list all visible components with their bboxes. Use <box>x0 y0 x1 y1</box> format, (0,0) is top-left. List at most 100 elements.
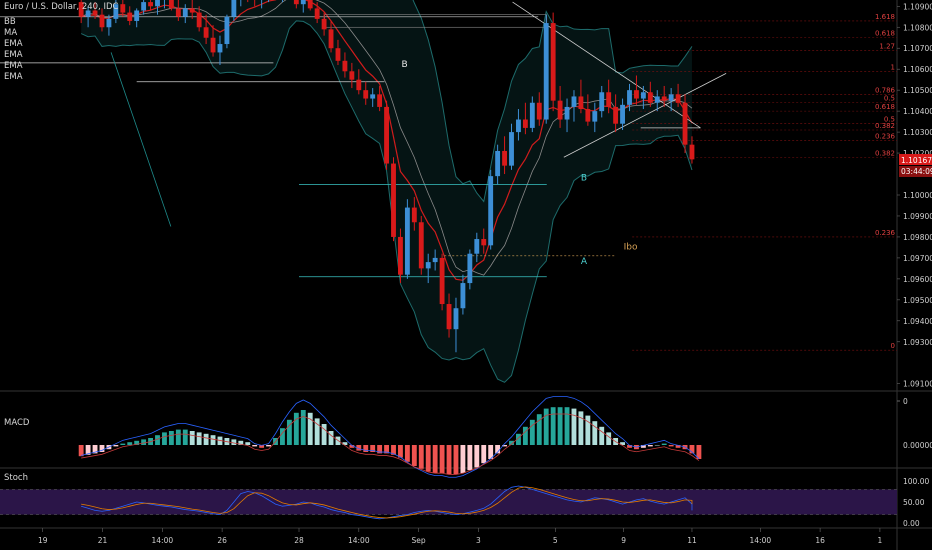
chart-annotations: B B A Ibo <box>402 60 638 267</box>
annotation-label: B <box>581 173 587 183</box>
candle-body <box>627 90 632 105</box>
macd-line <box>81 396 700 478</box>
candle-body <box>391 163 396 237</box>
macd-bar <box>189 431 195 445</box>
candle-body <box>321 18 327 30</box>
macd-bar <box>661 443 667 445</box>
price-axis[interactable]: 1.10900 1.10800 1.10700 1.10600 1.10500 1.104… <box>897 2 932 389</box>
candle-body <box>418 222 424 269</box>
candle-body <box>92 10 98 15</box>
macd-tick-label: 0.00000 <box>903 441 932 450</box>
macd-bar <box>696 445 702 459</box>
legend-ema-4[interactable]: EMA <box>4 72 23 82</box>
macd-tick-label: 0 <box>903 397 908 406</box>
macd-bar <box>99 445 105 452</box>
macd-bar <box>627 445 632 448</box>
macd-bar <box>689 445 695 454</box>
macd-bar <box>314 418 320 445</box>
macd-bar <box>286 419 292 445</box>
time-tick-label: 14:00 <box>750 536 772 545</box>
macd-bar <box>120 443 126 445</box>
macd-bar <box>196 432 202 445</box>
macd-bar <box>356 445 362 451</box>
candle-body <box>78 2 84 17</box>
legend-ema-2[interactable]: EMA <box>4 50 23 60</box>
legend-ema-1[interactable]: EMA <box>4 39 23 49</box>
legend-bb[interactable]: BB <box>4 17 16 27</box>
macd-bar <box>238 440 244 445</box>
macd-bar <box>141 439 147 445</box>
candle-body <box>314 8 320 19</box>
macd-bar <box>446 445 452 475</box>
price-tick-label: 1.10500 <box>903 86 932 95</box>
candle-body <box>175 8 181 17</box>
countdown-box <box>899 165 932 177</box>
price-tick-label: 1.09900 <box>903 212 932 221</box>
fib-label: 0.382 <box>875 122 895 130</box>
candle-body <box>224 16 230 45</box>
macd-bar <box>280 428 285 445</box>
macd-bar <box>647 445 653 447</box>
price-tick-label: 1.10600 <box>903 65 932 74</box>
time-axis[interactable]: 19 21 14:00 26 28 14:00 Sep 3 5 9 11 14:00 16 1 <box>38 528 883 545</box>
macd-bar <box>536 414 542 445</box>
macd-bar <box>78 445 84 457</box>
time-tick-label: 21 <box>98 536 108 545</box>
candle-body <box>634 90 639 99</box>
macd-bar <box>425 445 431 472</box>
annotation-label: A <box>581 257 588 267</box>
candle-body <box>155 0 160 7</box>
price-tick-label: 1.10300 <box>903 128 932 137</box>
triangle-lower <box>563 73 727 158</box>
macd-bar <box>113 445 119 447</box>
candle-body <box>557 100 563 120</box>
macd-bar <box>557 407 563 445</box>
candle-body <box>411 207 417 223</box>
candle-body <box>210 37 216 53</box>
time-tick-label: 9 <box>621 536 626 545</box>
candle-body <box>509 132 514 166</box>
macd-pane: 0 0.00000 <box>78 396 932 478</box>
macd-bar <box>432 445 438 473</box>
signal-line <box>81 413 700 475</box>
macd-bar <box>529 419 535 445</box>
countdown-label: 03:44:09 <box>901 167 932 176</box>
fib-label: 0.236 <box>875 132 896 140</box>
fibonacci-levels: 1.6180.6181.2710.7860.50.6180.50.3820.23… <box>632 13 897 351</box>
price-tick-label: 1.10400 <box>903 107 932 116</box>
candle-body <box>481 239 487 246</box>
candle-body <box>529 102 535 128</box>
fib-label: 0 <box>891 342 895 350</box>
macd-bar <box>377 445 383 454</box>
candle-body <box>231 0 237 17</box>
fib-label: 0.618 <box>875 30 895 38</box>
macd-bar <box>509 440 514 445</box>
candle-body <box>502 150 507 166</box>
price-tick-label: 1.10700 <box>903 44 932 53</box>
price-tick-label: 1.10000 <box>903 191 932 200</box>
macd-bar <box>550 407 556 445</box>
macd-bar <box>654 445 660 446</box>
candle-body <box>398 236 403 275</box>
fib-label: 1 <box>891 63 895 71</box>
candle-body <box>668 94 674 101</box>
legend-ma[interactable]: MA <box>4 28 17 38</box>
candle-body <box>377 94 383 107</box>
candle-body <box>488 176 494 246</box>
legend-ema-3[interactable]: EMA <box>4 61 23 71</box>
time-tick-label: 5 <box>553 536 558 545</box>
stoch-d-line <box>81 486 693 519</box>
fib-label: 0.5 <box>884 95 895 103</box>
candle-body <box>196 12 202 28</box>
macd-bar <box>391 445 396 455</box>
price-tick-label: 1.09100 <box>903 380 932 389</box>
macd-bar <box>453 445 459 475</box>
candle-body <box>217 44 223 53</box>
macd-bar <box>404 445 410 462</box>
macd-bar <box>571 408 577 445</box>
macd-bar <box>85 445 91 455</box>
macd-bar <box>134 440 140 445</box>
time-tick-label: 26 <box>217 536 227 545</box>
candle-body <box>467 253 473 284</box>
candle-body <box>127 12 133 21</box>
